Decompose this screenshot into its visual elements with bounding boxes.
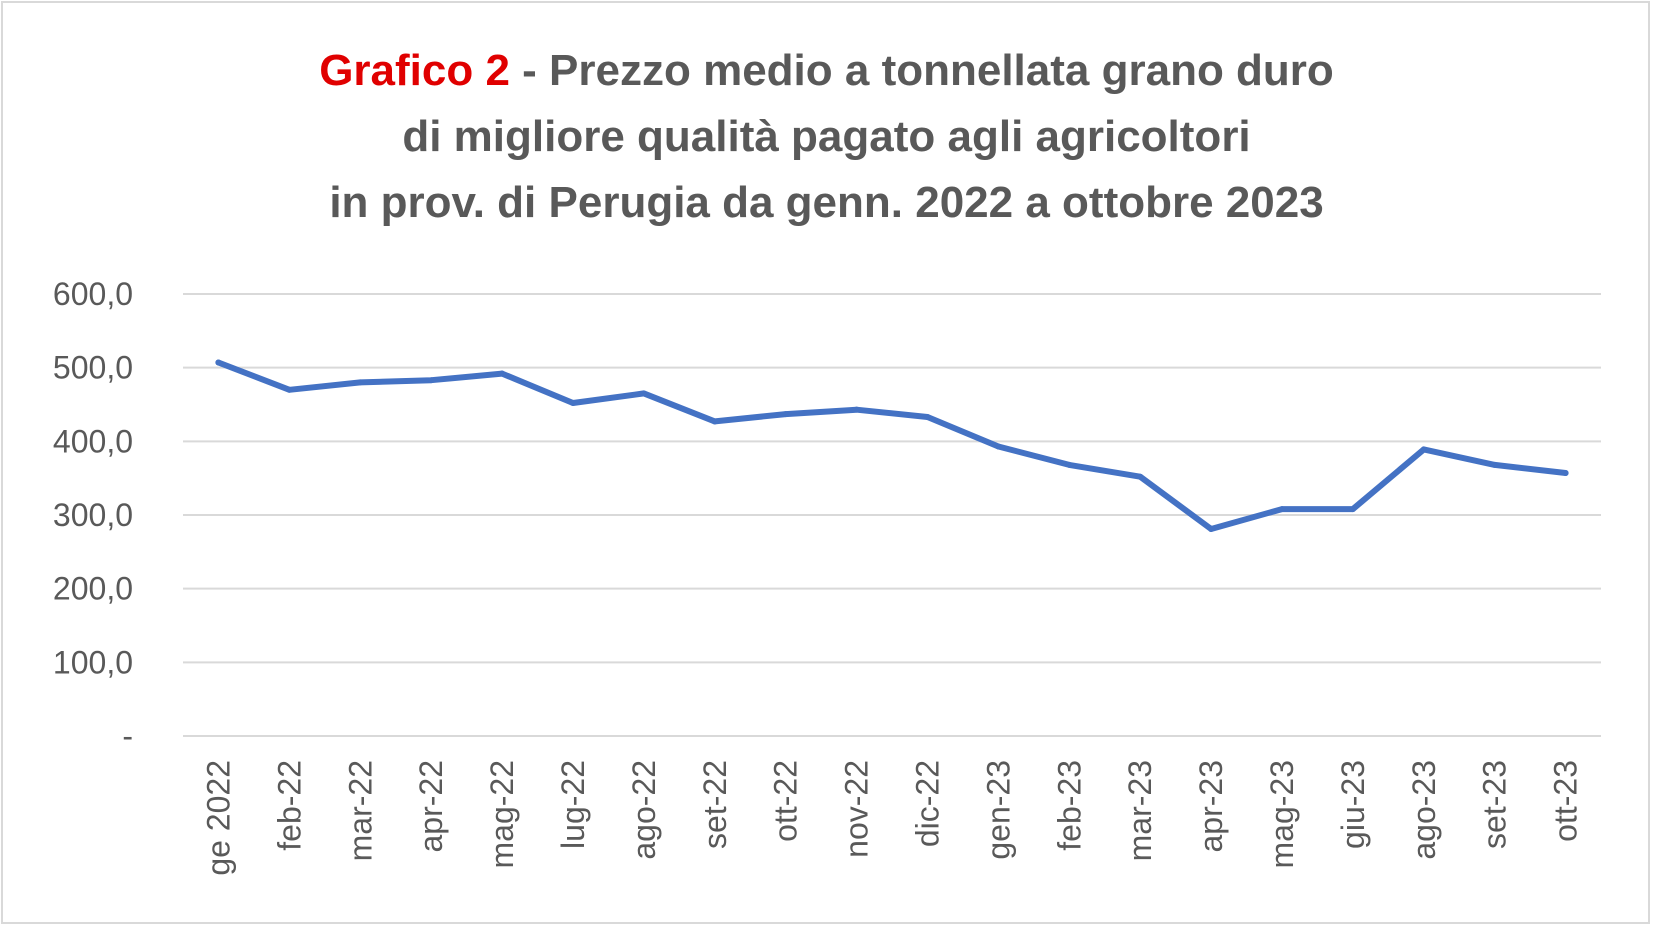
series-line: [215, 359, 1569, 532]
x-tick-label: mag-22: [484, 760, 520, 869]
x-tick-label: feb-23: [1051, 760, 1087, 851]
x-tick-label: lug-22: [555, 760, 591, 849]
data-point: [428, 377, 435, 384]
data-point: [1208, 525, 1215, 532]
x-tick-label: giu-23: [1335, 760, 1371, 849]
data-point: [215, 359, 222, 366]
x-tick-label: apr-22: [413, 760, 449, 853]
data-point: [640, 390, 647, 397]
x-axis-ticks: ge 2022 feb-22 mar-22 apr-22 mag-22 lug-22 ago…: [200, 760, 1583, 876]
x-tick-label: apr-23: [1193, 760, 1229, 853]
data-point: [1278, 506, 1285, 513]
x-tick-label: ago-23: [1406, 760, 1442, 860]
data-point: [711, 418, 718, 425]
data-point: [853, 406, 860, 413]
data-point: [782, 411, 789, 418]
data-point: [1349, 506, 1356, 513]
data-point: [1420, 446, 1427, 453]
data-point: [924, 414, 931, 421]
data-point: [1491, 461, 1498, 468]
chart-title-text-1: - Prezzo medio a tonnellata grano duro: [509, 46, 1334, 95]
x-tick-label: gen-23: [980, 760, 1016, 860]
x-tick-label: mar-23: [1122, 760, 1158, 861]
x-tick-label: ge 2022: [200, 760, 236, 876]
x-tick-label: mar-22: [342, 760, 378, 861]
y-tick-label: 600,0: [53, 276, 133, 312]
chart-title-line-1: Grafico 2 - Prezzo medio a tonnellata gr…: [0, 38, 1653, 104]
x-tick-label: feb-22: [271, 760, 307, 851]
data-point: [357, 379, 364, 386]
chart-number-label: Grafico 2: [319, 46, 510, 95]
data-point: [995, 443, 1002, 450]
chart-title-line-3: in prov. di Perugia da genn. 2022 a otto…: [329, 178, 1324, 227]
y-tick-label: -: [122, 718, 133, 754]
data-point: [1562, 470, 1569, 477]
y-tick-label: 400,0: [53, 423, 133, 459]
x-tick-label: nov-22: [839, 760, 875, 858]
y-axis-ticks: - 100,0 200,0 300,0 400,0 500,0 600,0: [53, 276, 133, 754]
series-layer: [215, 359, 1569, 532]
y-tick-label: 100,0: [53, 644, 133, 680]
y-tick-label: 500,0: [53, 350, 133, 386]
y-tick-label: 300,0: [53, 497, 133, 533]
x-tick-label: set-22: [697, 760, 733, 849]
data-point: [1066, 461, 1073, 468]
x-tick-label: ago-22: [626, 760, 662, 860]
y-tick-label: 200,0: [53, 571, 133, 607]
x-tick-label: set-23: [1477, 760, 1513, 849]
data-point: [569, 400, 576, 407]
chart-title-line-2: di migliore qualità pagato agli agricolt…: [402, 112, 1251, 161]
data-point: [286, 386, 293, 393]
gridlines: [183, 293, 1601, 737]
x-tick-label: dic-22: [909, 760, 945, 847]
data-point: [499, 370, 506, 377]
x-tick-label: ott-22: [768, 760, 804, 842]
data-point: [1137, 473, 1144, 480]
chart-title: Grafico 2 - Prezzo medio a tonnellata gr…: [0, 38, 1653, 236]
x-tick-label: mag-23: [1264, 760, 1300, 869]
x-tick-label: ott-23: [1548, 760, 1584, 842]
